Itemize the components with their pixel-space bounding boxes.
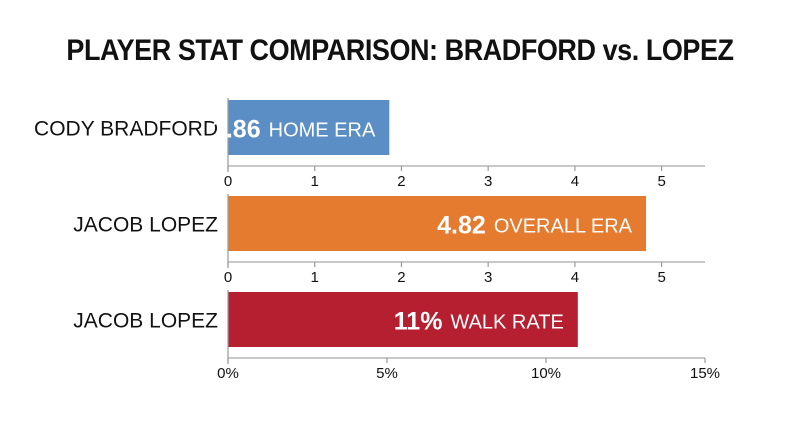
tick-label: 4 — [571, 173, 579, 190]
tick-label: 3 — [484, 269, 492, 286]
bar-description-1: HOME ERA — [269, 120, 376, 142]
bar-description-2: OVERALL ERA — [494, 216, 633, 238]
tick-label: 3 — [484, 173, 492, 190]
tick-label: 10% — [531, 365, 561, 382]
tick-label: 1 — [311, 173, 319, 190]
tick-label: 2 — [397, 173, 405, 190]
bar-1 — [228, 100, 390, 155]
bar-value-label-3: 11% — [394, 308, 443, 336]
tick-label: 4 — [571, 269, 579, 286]
bar-3 — [228, 292, 578, 347]
bar-value-label-2: 4.82 — [437, 212, 486, 240]
tick-label: 2 — [397, 269, 405, 286]
bar-2 — [228, 196, 647, 251]
tick-label: 15% — [690, 365, 720, 382]
tick-label: 0 — [224, 173, 232, 190]
tick-label: 5% — [376, 365, 398, 382]
bar-value-label-1: 1.86 — [212, 116, 261, 144]
category-label-1: CODY BRADFORD — [34, 118, 218, 141]
bar-description-3: WALK RATE — [450, 312, 563, 334]
tick-label: 0% — [217, 365, 239, 382]
tick-label: 5 — [657, 173, 665, 190]
tick-label: 1 — [311, 269, 319, 286]
category-label-2: JACOB LOPEZ — [73, 214, 218, 237]
chart-title: PLAYER STAT COMPARISON: BRADFORD vs. LOP… — [66, 34, 734, 67]
tick-label: 0 — [224, 269, 232, 286]
category-label-3: JACOB LOPEZ — [73, 310, 218, 333]
tick-label: 5 — [657, 269, 665, 286]
